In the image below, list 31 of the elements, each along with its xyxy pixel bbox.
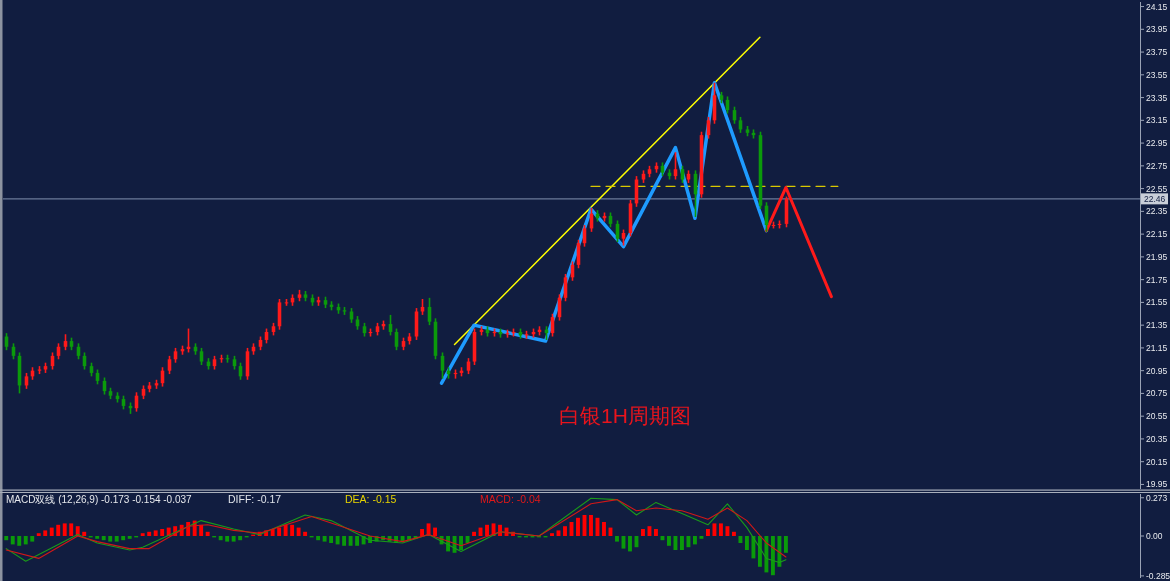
annotation: MACD: -0.04 bbox=[480, 493, 541, 505]
y-tick-label: 21.35 bbox=[1146, 320, 1168, 331]
y-tick-label: 20.15 bbox=[1146, 456, 1168, 467]
y-tick-label: 24.15 bbox=[1146, 1, 1168, 12]
y-tick-label: 22.55 bbox=[1146, 183, 1168, 194]
y-tick-label: 23.55 bbox=[1146, 69, 1168, 80]
y-tick-label: 20.35 bbox=[1146, 433, 1168, 444]
y-tick-label: 0.273 bbox=[1146, 492, 1168, 503]
ref-label: 22.46 bbox=[1141, 193, 1168, 205]
y-tick-label: 23.75 bbox=[1146, 47, 1168, 58]
y-tick-label: 21.75 bbox=[1146, 274, 1168, 285]
title: MACD双线 (12,26,9) -0.173 -0.154 -0.037 bbox=[6, 494, 192, 505]
y-tick-label: 23.35 bbox=[1146, 92, 1168, 103]
annotation: DEA: -0.15 bbox=[345, 493, 397, 505]
y-tick-label: -0.285 bbox=[1146, 570, 1170, 581]
y-tick-label: 23.95 bbox=[1146, 24, 1168, 35]
title: 白银1H周期图 bbox=[559, 404, 691, 427]
y-tick-label: 20.95 bbox=[1146, 365, 1168, 376]
y-tick-label: 21.95 bbox=[1146, 251, 1168, 262]
y-tick-label: 19.95 bbox=[1146, 479, 1168, 490]
y-tick-label: 21.15 bbox=[1146, 342, 1168, 353]
y-tick-label: 22.15 bbox=[1146, 229, 1168, 240]
y-tick-label: 20.75 bbox=[1146, 388, 1168, 399]
annotation: DIFF: -0.17 bbox=[228, 493, 282, 505]
y-tick-label: 22.95 bbox=[1146, 138, 1168, 149]
y-tick-label: 21.55 bbox=[1146, 297, 1168, 308]
y-tick-label: 22.75 bbox=[1146, 160, 1168, 171]
y-tick-label: 0.00 bbox=[1146, 531, 1163, 541]
y-tick-label: 23.15 bbox=[1146, 115, 1168, 126]
y-tick-label: 20.55 bbox=[1146, 411, 1168, 422]
y-tick-label: 22.35 bbox=[1146, 206, 1168, 217]
